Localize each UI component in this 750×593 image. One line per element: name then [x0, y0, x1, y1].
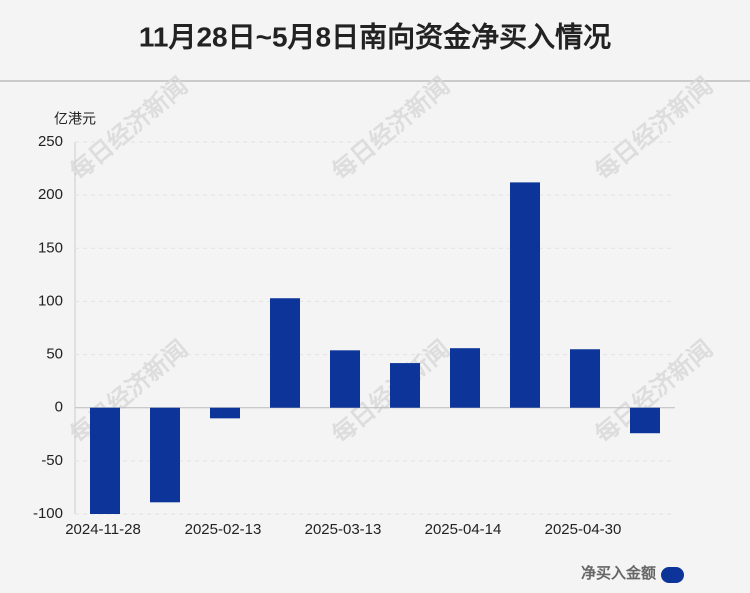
bar — [330, 350, 360, 408]
bar — [210, 407, 240, 419]
x-tick-label: 2025-02-13 — [185, 521, 262, 538]
y-tick-label: -50 — [41, 452, 63, 469]
legend-label: 净买入金额 — [581, 564, 656, 582]
y-tick-label: 200 — [38, 186, 63, 203]
bar — [150, 407, 180, 503]
bar — [390, 363, 420, 408]
y-axis-label: 亿港元 — [54, 111, 96, 127]
x-tick-label: 2025-04-14 — [425, 521, 502, 538]
y-tick-label: -100 — [33, 505, 63, 522]
bar — [270, 298, 300, 408]
bar — [630, 407, 660, 434]
y-tick-label: 250 — [38, 133, 63, 150]
y-tick-label: 50 — [46, 346, 63, 363]
bar — [570, 349, 600, 408]
chart-title: 11月28日~5月8日南向资金净买入情况 — [139, 20, 611, 52]
y-tick-label: 150 — [38, 239, 63, 256]
bar — [450, 348, 480, 408]
x-tick-label: 2024-11-28 — [65, 521, 141, 538]
x-tick-label: 2025-04-30 — [545, 521, 622, 538]
bar — [90, 407, 120, 514]
y-tick-label: 0 — [55, 399, 63, 416]
y-tick-label: 100 — [38, 292, 63, 309]
bar — [510, 182, 540, 408]
x-tick-label: 2025-03-13 — [305, 521, 382, 538]
legend-swatch — [661, 567, 684, 583]
